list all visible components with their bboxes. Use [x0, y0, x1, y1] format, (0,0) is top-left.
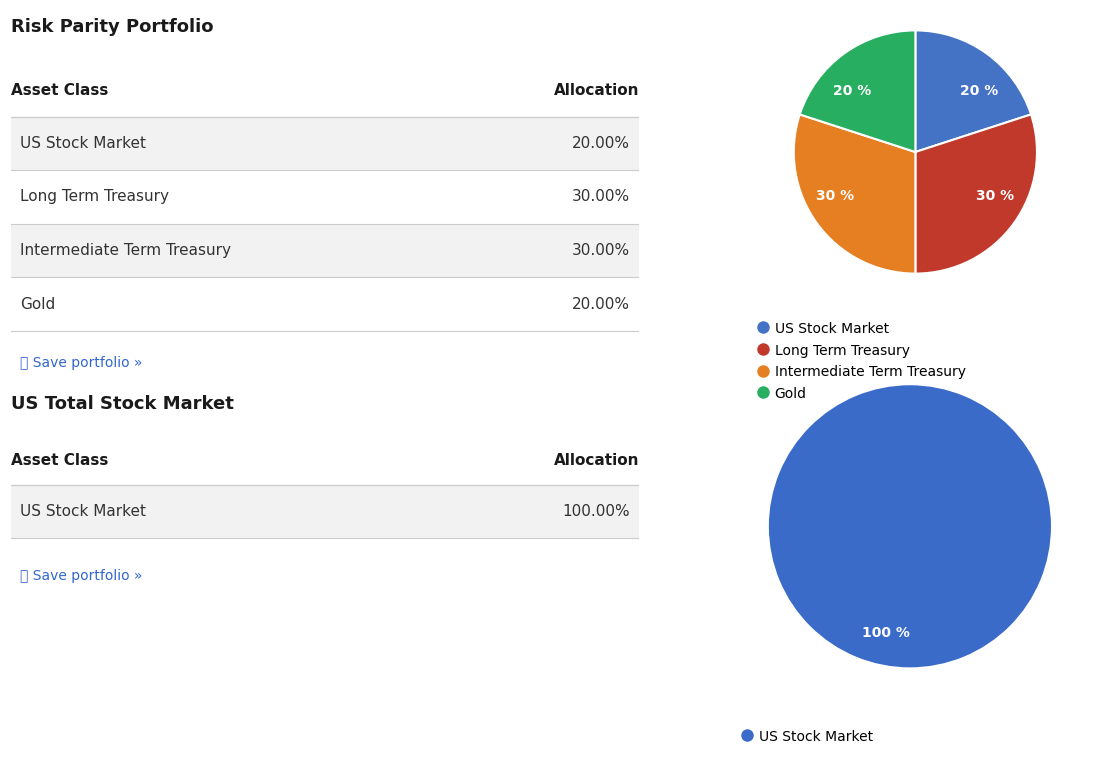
Text: 💾 Save portfolio »: 💾 Save portfolio »	[21, 356, 143, 370]
Bar	[11, 116, 639, 170]
Legend: US Stock Market: US Stock Market	[739, 725, 877, 748]
Text: 20.00%: 20.00%	[572, 136, 630, 150]
Text: Asset Class: Asset Class	[11, 83, 108, 98]
Legend: US Stock Market, Long Term Treasury, Intermediate Term Treasury, Gold: US Stock Market, Long Term Treasury, Int…	[755, 317, 969, 405]
Wedge shape	[768, 385, 1053, 668]
Wedge shape	[915, 115, 1037, 274]
Text: Asset Class: Asset Class	[11, 453, 108, 468]
Text: US Stock Market: US Stock Market	[21, 136, 146, 150]
Text: 100 %: 100 %	[862, 626, 909, 640]
Text: Intermediate Term Treasury: Intermediate Term Treasury	[21, 243, 232, 258]
Wedge shape	[794, 115, 916, 274]
Text: 30 %: 30 %	[816, 189, 855, 204]
Text: 30.00%: 30.00%	[572, 243, 630, 258]
Text: Long Term Treasury: Long Term Treasury	[21, 189, 169, 204]
Text: Allocation: Allocation	[554, 83, 639, 98]
Bar	[11, 223, 639, 277]
Wedge shape	[800, 30, 916, 152]
Text: 20 %: 20 %	[833, 84, 871, 98]
Text: Allocation: Allocation	[554, 453, 639, 468]
Text: 20.00%: 20.00%	[572, 296, 630, 312]
Text: 20 %: 20 %	[960, 84, 998, 98]
Text: US Stock Market: US Stock Market	[21, 504, 146, 519]
Text: 30.00%: 30.00%	[572, 189, 630, 204]
Text: 💾 Save portfolio »: 💾 Save portfolio »	[21, 568, 143, 583]
Bar	[11, 485, 639, 538]
Text: Gold: Gold	[21, 296, 56, 312]
Text: 30 %: 30 %	[976, 189, 1014, 204]
Text: US Total Stock Market: US Total Stock Market	[11, 395, 234, 413]
Text: 100.00%: 100.00%	[563, 504, 630, 519]
Text: Risk Parity Portfolio: Risk Parity Portfolio	[11, 18, 213, 36]
Wedge shape	[915, 30, 1031, 152]
